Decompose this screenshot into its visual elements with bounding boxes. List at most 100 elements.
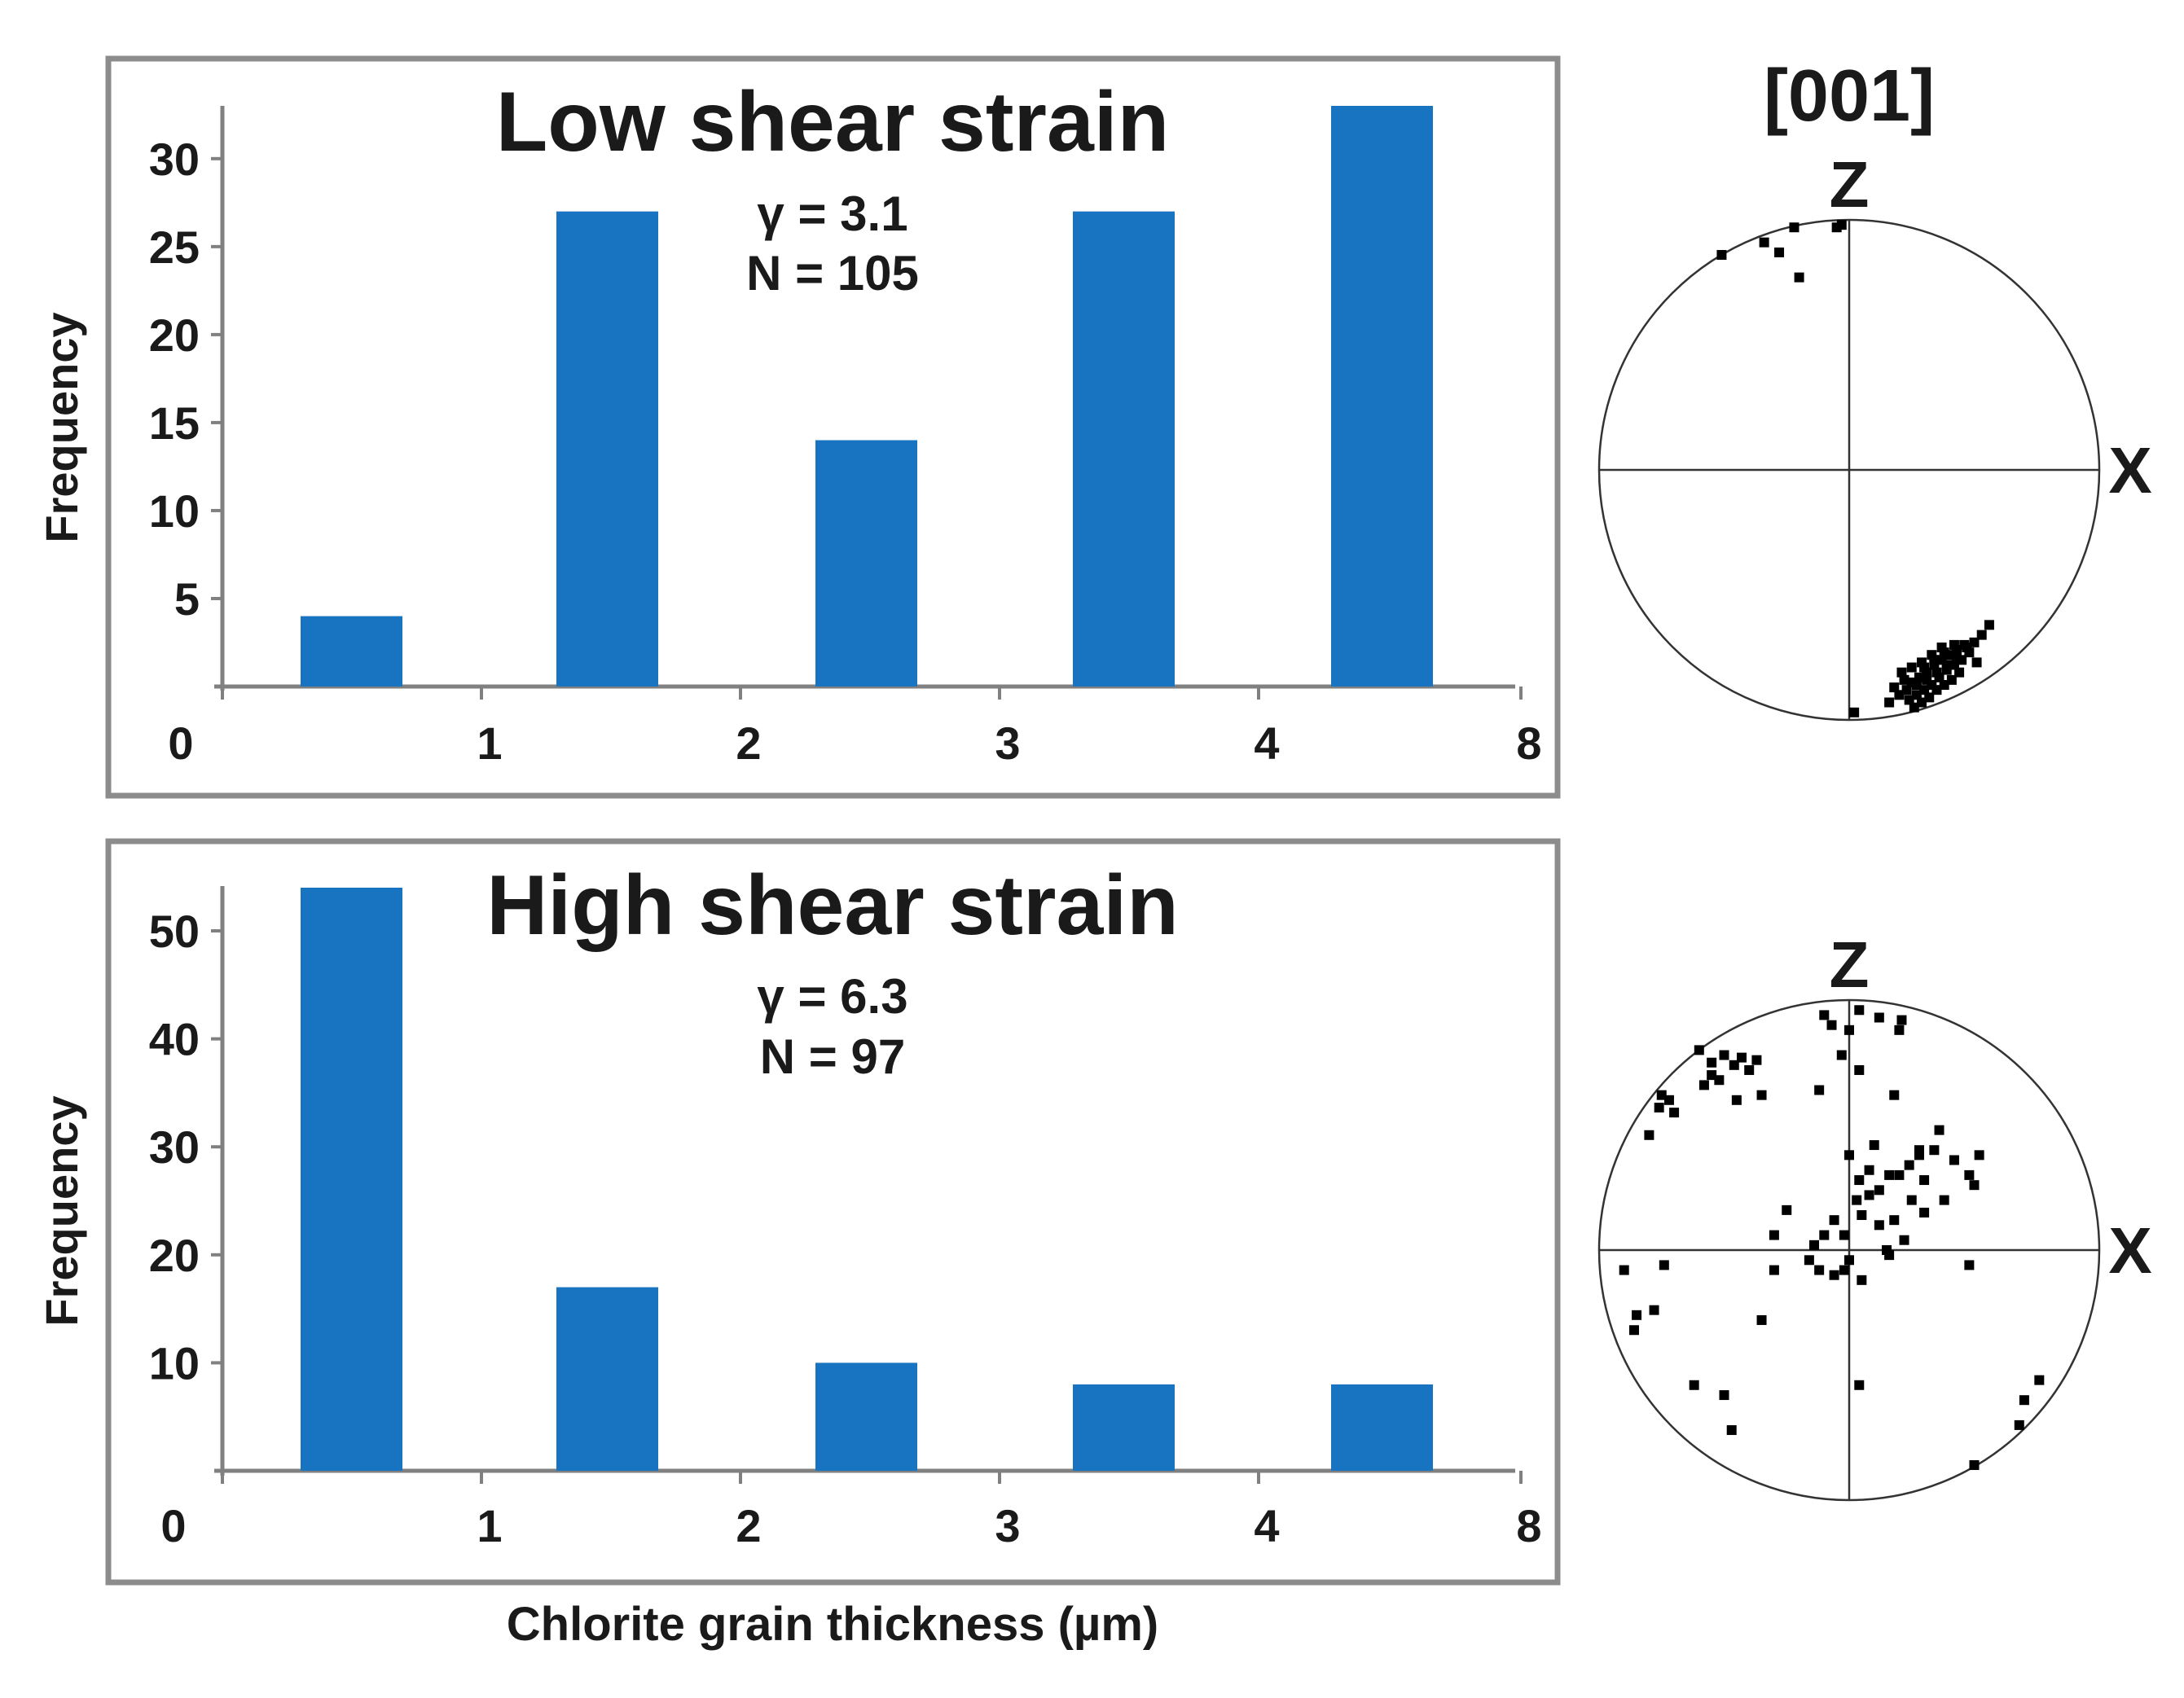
pole-point	[1896, 667, 1907, 678]
annotation-n: N = 105	[746, 246, 919, 301]
pole-point	[1789, 222, 1799, 233]
pole-point	[1969, 1460, 1980, 1471]
pole-point	[1964, 1169, 1975, 1180]
x-tick-label: 4	[1254, 717, 1279, 769]
pole-point	[1909, 702, 1919, 713]
pole-point	[1826, 1020, 1837, 1030]
pole-point	[1857, 1275, 1867, 1285]
pole-point	[1874, 1220, 1884, 1231]
pole-point	[1819, 1230, 1830, 1240]
pole-point	[1984, 620, 1994, 630]
pole-point	[1663, 1095, 1674, 1105]
pole-point	[1854, 1064, 1865, 1075]
bar-4-8	[1331, 1384, 1433, 1471]
bar-0-1	[301, 616, 402, 687]
pole-point	[1969, 1180, 1980, 1191]
panel-high-strain: 10 20 30 40 50 0 1 2 3 4 8 Frequency High shear s…	[36, 838, 1561, 1586]
pole-point	[1919, 1175, 1930, 1186]
pole-point	[1952, 652, 1962, 663]
bar-1-2	[556, 211, 658, 687]
x-tick-label: 1	[477, 717, 502, 769]
y-tick-label: 20	[149, 1230, 200, 1281]
y-tick-label: 40	[149, 1014, 200, 1065]
x-tick-label: 2	[736, 717, 761, 769]
y-tick-label: 15	[149, 397, 200, 449]
y-tick-label: 20	[149, 309, 200, 361]
x-tick-label: 0	[168, 717, 193, 769]
pole-point	[1782, 1204, 1792, 1215]
bar-4-8	[1331, 106, 1433, 687]
pole-point	[1839, 1265, 1849, 1275]
pole-point	[1974, 1150, 1984, 1161]
pole-point	[1707, 1070, 1717, 1081]
pole-point	[1714, 1075, 1725, 1086]
x-axis-label: X	[2108, 1214, 2151, 1287]
panel-frame	[105, 55, 1561, 799]
y-tick-label: 25	[149, 222, 200, 273]
chart-title: Low shear strain	[496, 75, 1169, 169]
y-tick-label: 5	[174, 573, 200, 625]
pole-point	[1904, 1160, 1914, 1170]
pole-point	[1736, 1052, 1747, 1063]
pole-point	[1884, 697, 1895, 708]
pole-point	[1744, 1064, 1755, 1075]
pole-point	[1929, 1145, 1940, 1156]
y-tick-label: 30	[149, 1121, 200, 1173]
y-tick-label: 30	[149, 134, 200, 185]
pole-point	[1869, 1140, 1879, 1151]
pole-point	[1804, 1255, 1814, 1266]
pole-point	[1917, 697, 1927, 708]
pole-point	[1954, 667, 1965, 678]
pole-point	[1906, 1195, 1917, 1205]
pole-point	[1659, 1260, 1669, 1270]
bars	[301, 106, 1433, 687]
z-axis-label: Z	[1830, 148, 1870, 221]
pole-point	[1829, 1215, 1839, 1226]
pole-point	[1949, 1155, 1959, 1165]
pole-point	[1719, 1050, 1729, 1060]
x-tick-label: 8	[1516, 717, 1541, 769]
pole-point	[1864, 1165, 1874, 1175]
x-axis-label: X	[2108, 434, 2151, 507]
x-ticks: 0 1 2 3 4 8	[160, 1471, 1542, 1551]
pole-point	[1844, 1150, 1854, 1161]
pole-point	[1894, 1169, 1905, 1180]
pole-point	[1884, 1250, 1895, 1261]
pole-point	[1849, 707, 1860, 717]
bars	[301, 888, 1433, 1471]
bar-3-4	[1073, 1384, 1175, 1471]
pole-point	[1769, 1230, 1779, 1240]
pole-point	[1914, 672, 1924, 682]
pole-point	[1719, 1390, 1729, 1401]
annotation-n: N = 97	[760, 1029, 905, 1084]
pole-point	[1844, 1025, 1854, 1035]
pole-point	[1814, 1085, 1825, 1095]
pole-point	[1949, 660, 1959, 670]
pole-point	[1774, 247, 1785, 257]
pole-point	[1922, 674, 1932, 685]
pole-point	[1726, 1425, 1737, 1436]
pole-point	[1857, 1210, 1867, 1221]
y-ticks: 10 20 30 40 50	[149, 906, 222, 1389]
pole-point	[1874, 1012, 1884, 1023]
pole-figure-title: [001]	[1764, 55, 1935, 137]
pole-point	[1716, 249, 1727, 260]
annotation-gamma: γ = 3.1	[757, 186, 907, 241]
pole-point	[1962, 642, 1972, 652]
pole-point	[1769, 1265, 1779, 1275]
pole-point	[1939, 1195, 1949, 1205]
pole-point	[1936, 642, 1947, 652]
x-ticks: 0 1 2 3 4 8	[168, 687, 1542, 769]
pole-point	[1759, 237, 1769, 248]
pole-point	[1698, 1080, 1709, 1090]
pole-point	[1809, 1239, 1820, 1250]
x-tick-label: 3	[995, 717, 1020, 769]
pole-point	[1707, 1057, 1717, 1068]
pole-point	[1694, 1045, 1704, 1055]
pole-point	[1756, 1314, 1767, 1325]
pole-point	[1971, 657, 1982, 668]
pole-point	[1852, 1195, 1862, 1205]
pole-point	[1911, 680, 1922, 691]
pole-point	[1889, 1090, 1900, 1100]
y-tick-label: 10	[149, 485, 200, 537]
